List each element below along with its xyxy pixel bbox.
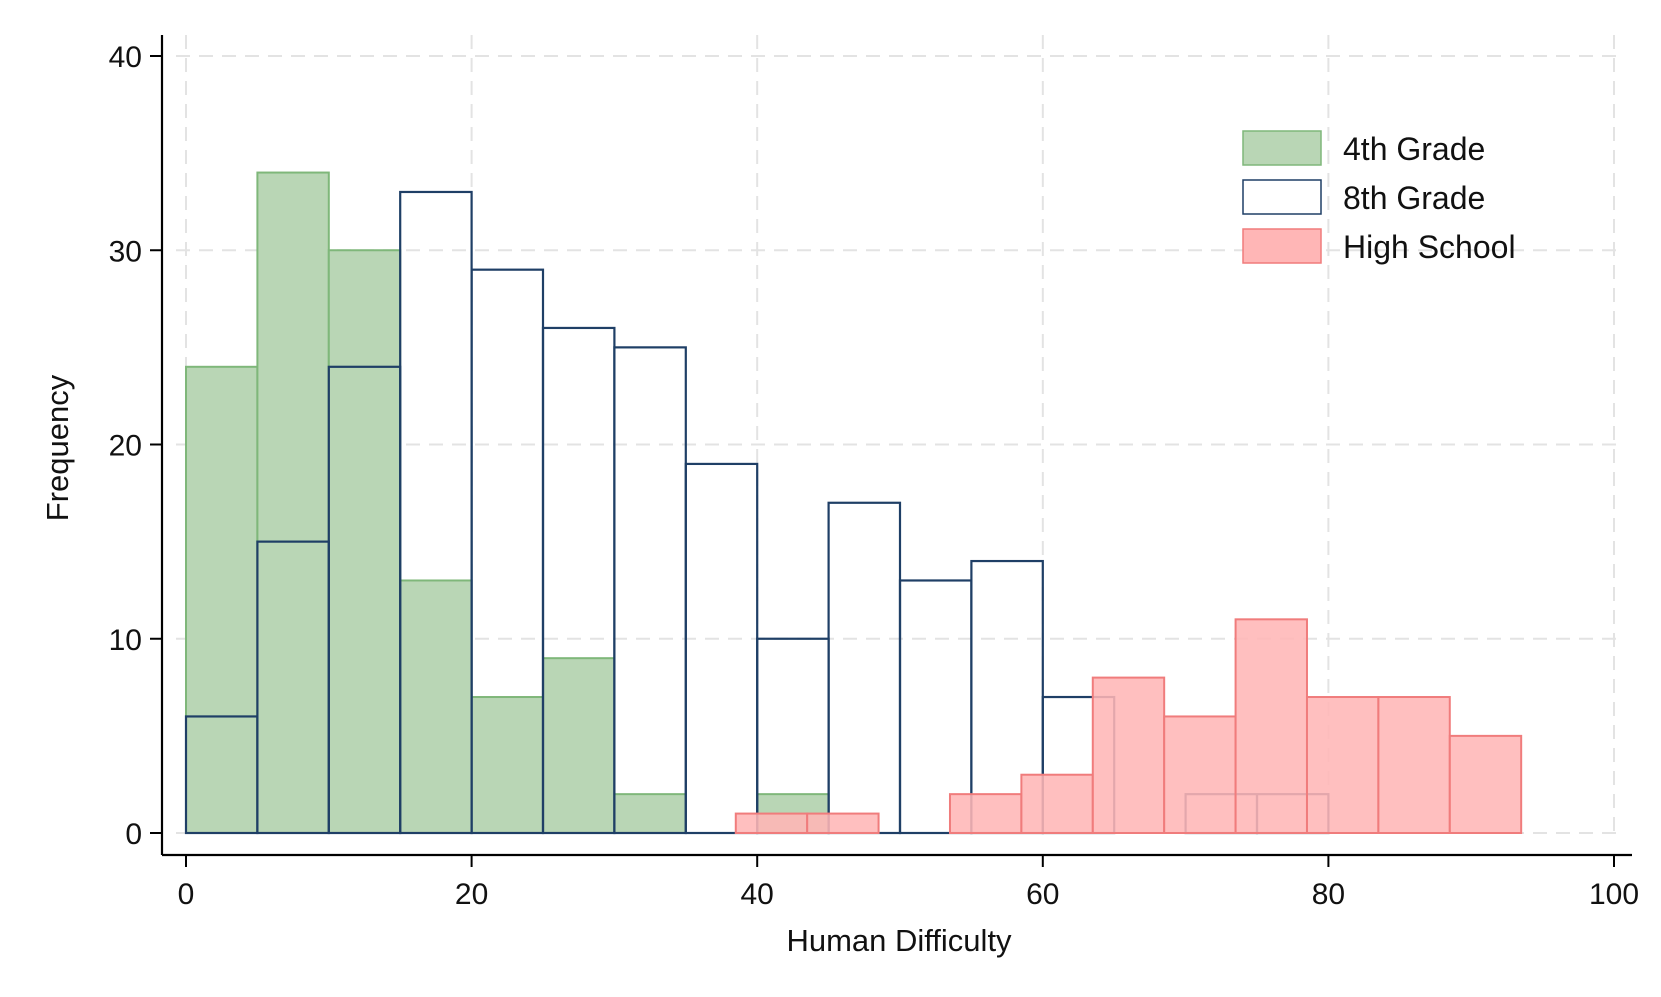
bar-high-school-0 <box>734 812 809 835</box>
bar-high-school-8 <box>1377 696 1451 835</box>
legend-swatch-4th-grade <box>1242 130 1322 166</box>
bar-high-school-5 <box>1163 715 1237 835</box>
bar-high-school-4 <box>1091 676 1166 834</box>
x-tick-label-80: 80 <box>1312 878 1345 911</box>
bar-4th-grade-0 <box>185 365 259 834</box>
y-tick-label-40: 40 <box>109 41 142 74</box>
series-high-school-bars <box>734 618 1523 835</box>
legend-label-8th-grade: 8th Grade <box>1343 180 1485 216</box>
bar-4th-grade-5 <box>542 657 616 834</box>
legend-swatch-high-school <box>1242 228 1322 264</box>
bar-high-school-7 <box>1305 696 1380 835</box>
y-tick-label-0: 0 <box>125 818 142 851</box>
bar-4th-grade-1 <box>256 171 330 835</box>
legend-label-high-school: High School <box>1343 229 1516 265</box>
bar-high-school-3 <box>1020 773 1094 834</box>
y-tick-label-30: 30 <box>109 235 142 268</box>
tick-labels: 0 10 20 30 40 0 20 40 60 80 100 <box>109 41 1639 911</box>
series-4th-grade-bars <box>185 171 830 835</box>
bar-4th-grade-6 <box>613 793 687 835</box>
x-tick-label-100: 100 <box>1589 878 1639 911</box>
x-tick-label-40: 40 <box>741 878 774 911</box>
bar-4th-grade-2 <box>327 249 402 834</box>
x-tick-label-60: 60 <box>1026 878 1059 911</box>
bar-4th-grade-4 <box>470 696 545 835</box>
y-tick-label-20: 20 <box>109 430 142 463</box>
x-tick-label-20: 20 <box>455 878 488 911</box>
legend: 4th Grade 8th Grade High School <box>1242 130 1516 265</box>
bar-high-school-6 <box>1234 618 1308 835</box>
x-tick-label-0: 0 <box>178 878 195 911</box>
legend-swatch-8th-grade <box>1242 179 1322 215</box>
bar-high-school-1 <box>806 812 880 835</box>
x-axis-title: Human Difficulty <box>786 923 1012 958</box>
legend-label-4th-grade: 4th Grade <box>1343 131 1485 167</box>
bar-high-school-9 <box>1448 734 1523 834</box>
y-axis-title: Frequency <box>40 374 75 521</box>
axes <box>150 35 1632 867</box>
bar-4th-grade-3 <box>399 579 473 834</box>
bar-high-school-2 <box>948 793 1023 835</box>
y-tick-label-10: 10 <box>109 624 142 657</box>
